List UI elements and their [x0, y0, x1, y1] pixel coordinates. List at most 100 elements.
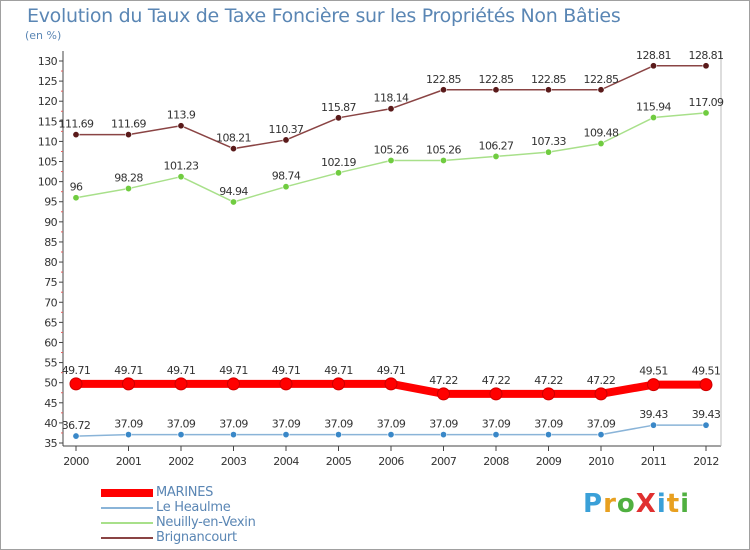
legend-swatch	[101, 521, 153, 524]
x-tick-label: 2000	[63, 455, 89, 468]
data-label: 49.71	[324, 364, 353, 377]
data-point	[544, 431, 552, 439]
data-label: 49.71	[272, 364, 301, 377]
data-label: 107.33	[531, 135, 566, 148]
data-point	[230, 431, 238, 439]
data-label: 37.09	[219, 418, 248, 431]
data-point	[125, 431, 133, 439]
proxiti-logo: ProXiti	[583, 489, 690, 519]
logo-letter: X	[635, 489, 657, 519]
data-label: 109.48	[584, 127, 619, 140]
x-tick-label: 2009	[536, 455, 562, 468]
series-brignancourt: 111.69 111.69 113.9 108.21 110.37 115.87 118.1…	[59, 49, 724, 153]
y-tick-label: 120	[38, 95, 58, 108]
x-tick-label: 2007	[431, 455, 457, 468]
data-label: 37.09	[167, 418, 196, 431]
data-point	[125, 185, 133, 193]
data-label: 113.9	[167, 109, 196, 122]
x-tick-label: 2010	[588, 455, 614, 468]
data-label: 94.94	[219, 185, 248, 198]
data-label: 122.85	[479, 73, 514, 86]
data-label: 37.09	[534, 418, 563, 431]
logo-letter: i	[656, 489, 667, 519]
data-label: 49.51	[639, 365, 668, 378]
data-label: 47.22	[429, 374, 458, 387]
data-label: 37.09	[429, 418, 458, 431]
data-label: 106.27	[479, 139, 514, 152]
logo-letter: i	[680, 489, 691, 519]
legend-label: Brignancourt	[156, 530, 237, 545]
y-tick-label: 80	[44, 256, 57, 269]
y-tick-label: 105	[38, 156, 58, 169]
x-tick-label: 2003	[221, 455, 247, 468]
data-point	[699, 378, 713, 392]
data-label: 49.71	[167, 364, 196, 377]
y-tick-label: 115	[38, 115, 58, 128]
x-tick-label: 2005	[326, 455, 352, 468]
y-tick-label: 70	[44, 296, 57, 309]
legend-swatch	[101, 506, 153, 509]
data-point	[72, 131, 80, 139]
data-point	[647, 378, 660, 392]
data-point	[597, 431, 605, 439]
data-point	[384, 377, 398, 391]
x-tick-label: 2002	[168, 455, 194, 468]
data-label: 37.09	[114, 418, 143, 431]
legend-label: Neuilly-en-Vexin	[156, 515, 256, 530]
data-label: 117.09	[689, 96, 724, 109]
data-point	[72, 194, 80, 202]
data-label: 98.28	[114, 172, 143, 185]
data-label: 111.69	[111, 118, 146, 131]
data-point	[177, 431, 185, 439]
y-unit-label: (en %)	[25, 29, 62, 42]
y-tick-label: 65	[44, 316, 57, 329]
data-label: 49.71	[62, 364, 91, 377]
y-tick-label: 55	[44, 357, 57, 370]
data-label: 108.21	[216, 132, 251, 145]
data-point	[334, 431, 342, 439]
legend-label: MARINES	[156, 485, 214, 500]
data-label: 96	[70, 181, 83, 194]
data-label: 128.81	[636, 49, 671, 62]
data-point	[702, 421, 710, 429]
data-label: 98.74	[272, 170, 301, 183]
y-tick-label: 110	[38, 135, 58, 148]
y-tick-label: 50	[44, 377, 57, 390]
y-tick-label: 95	[44, 196, 57, 209]
data-point	[387, 431, 395, 439]
legend-label: Le Heaulme	[156, 500, 231, 515]
data-point	[439, 86, 447, 94]
logo-letter: o	[616, 489, 636, 519]
series-le-heaulme: 36.72 37.09 37.09 37.09 37.09 37.09 37.09 37.09…	[62, 408, 721, 440]
data-label: 122.85	[584, 73, 619, 86]
data-label: 128.81	[689, 49, 724, 62]
data-label: 49.51	[692, 365, 721, 378]
legend-swatch	[101, 488, 153, 497]
data-point	[282, 183, 290, 191]
data-point	[227, 377, 240, 391]
y-tick-label: 45	[44, 397, 57, 410]
data-label: 118.14	[374, 92, 409, 105]
data-point	[649, 421, 657, 429]
x-tick-label: 2004	[273, 455, 299, 468]
data-point	[702, 62, 710, 70]
data-label: 115.87	[321, 101, 356, 114]
data-point	[230, 198, 238, 206]
data-point	[649, 114, 657, 122]
data-point	[544, 148, 552, 156]
y-tick-label: 35	[44, 437, 57, 450]
data-label: 110.37	[269, 123, 304, 136]
data-point	[649, 62, 657, 70]
data-point	[439, 156, 447, 164]
x-tick-label: 2012	[693, 455, 719, 468]
data-label: 37.09	[324, 418, 353, 431]
data-point	[439, 431, 447, 439]
data-point	[437, 387, 450, 401]
data-label: 111.69	[59, 118, 94, 131]
data-label: 49.71	[377, 364, 406, 377]
legend-swatch	[101, 536, 153, 539]
data-label: 115.94	[636, 101, 671, 114]
data-point	[387, 105, 395, 113]
data-label: 37.09	[482, 418, 511, 431]
data-point	[122, 377, 135, 391]
